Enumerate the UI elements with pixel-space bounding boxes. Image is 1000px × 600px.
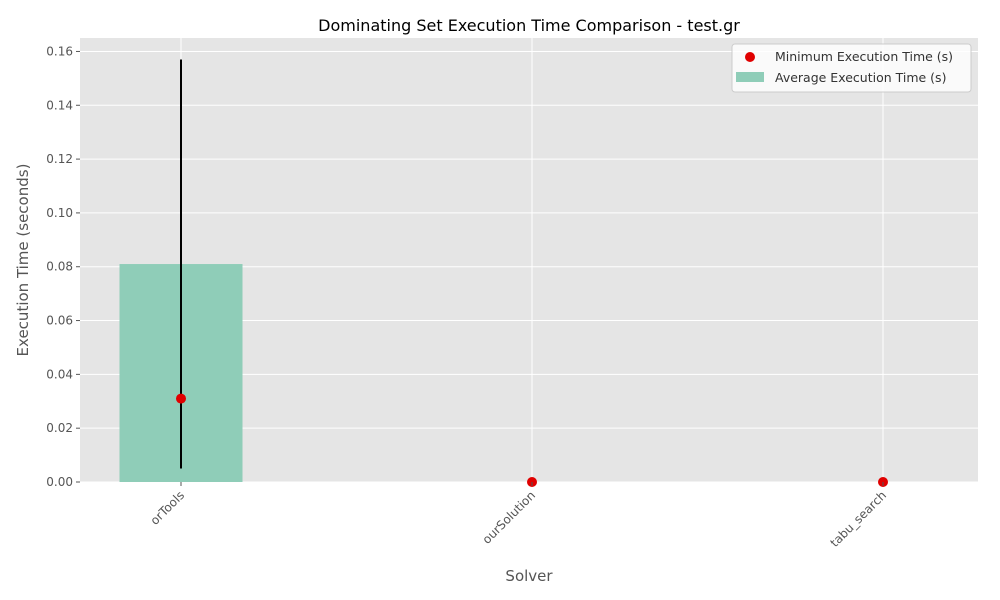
- y-axis-label: Execution Time (seconds): [14, 164, 32, 357]
- y-tick-label: 0.08: [46, 260, 73, 274]
- min-points: [176, 393, 888, 487]
- x-tick-label: tabu_search: [827, 488, 889, 550]
- x-tick-label: ourSolution: [480, 488, 539, 547]
- y-tick-label: 0.10: [46, 206, 73, 220]
- min-point-orTools: [176, 393, 186, 404]
- legend-marker-min: [745, 52, 755, 62]
- legend-label-min: Minimum Execution Time (s): [775, 49, 953, 64]
- y-tick-label: 0.12: [46, 152, 73, 166]
- y-tick-label: 0.14: [46, 98, 73, 112]
- x-tick-label: orTools: [148, 488, 187, 527]
- y-tick-label: 0.02: [46, 421, 73, 435]
- y-tick-label: 0.04: [46, 367, 73, 381]
- x-ticks: orTools ourSolution tabu_search: [148, 482, 889, 550]
- legend-box: [731, 43, 972, 93]
- x-axis-label: Solver: [505, 567, 553, 585]
- legend-label-avg: Average Execution Time (s): [775, 70, 946, 85]
- legend-marker-avg: [736, 72, 764, 82]
- y-tick-label: 0.06: [46, 314, 73, 328]
- y-tick-label: 0.16: [46, 44, 73, 58]
- y-ticks: 0.00 0.02 0.04 0.06 0.08 0.10 0.12 0.14 0.16: [46, 44, 80, 489]
- legend: Minimum Execution Time (s) Average Execut…: [731, 43, 972, 93]
- y-tick-label: 0.00: [46, 475, 73, 489]
- chart-title: Dominating Set Execution Time Comparison…: [318, 16, 740, 35]
